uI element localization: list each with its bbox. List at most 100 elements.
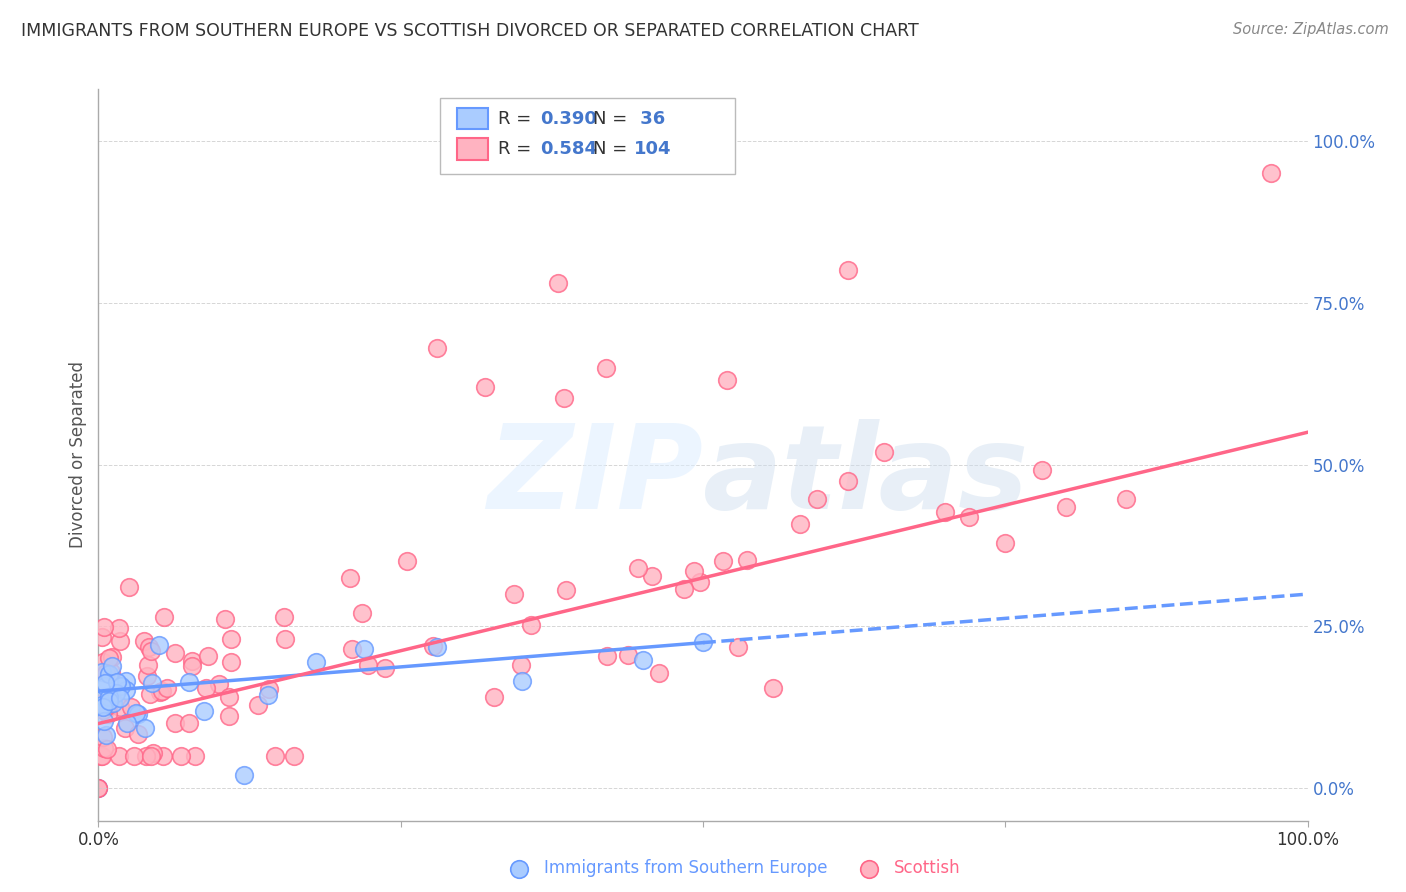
Point bbox=[596, 649, 619, 664]
Point bbox=[135, 748, 157, 763]
Text: R =: R = bbox=[498, 110, 537, 128]
Point bbox=[94, 728, 117, 742]
Point bbox=[163, 646, 186, 660]
Point bbox=[342, 642, 364, 657]
Point bbox=[180, 654, 202, 668]
Point bbox=[994, 536, 1017, 550]
Point bbox=[101, 650, 124, 665]
Point bbox=[219, 632, 242, 646]
Point bbox=[96, 699, 118, 714]
Point bbox=[273, 609, 295, 624]
Point bbox=[150, 684, 173, 698]
Point bbox=[108, 621, 131, 635]
Point bbox=[165, 716, 187, 731]
Point bbox=[110, 691, 132, 706]
Point bbox=[93, 690, 115, 705]
Point bbox=[555, 582, 578, 597]
Point bbox=[1115, 491, 1137, 506]
Point bbox=[503, 587, 526, 601]
Text: 104: 104 bbox=[634, 140, 672, 158]
Point bbox=[631, 653, 654, 667]
Text: R =: R = bbox=[498, 140, 537, 158]
Point bbox=[91, 700, 114, 714]
Point bbox=[149, 685, 172, 699]
Point bbox=[108, 700, 131, 714]
Point bbox=[1031, 463, 1053, 477]
Point bbox=[219, 655, 242, 669]
Point bbox=[110, 679, 132, 693]
Point bbox=[181, 659, 204, 673]
Point bbox=[520, 618, 543, 632]
Point bbox=[136, 658, 159, 673]
Point bbox=[208, 677, 231, 691]
Scottish bbox=[87, 781, 110, 796]
Point bbox=[91, 703, 114, 717]
Point bbox=[374, 661, 396, 675]
Point bbox=[115, 673, 138, 688]
Point bbox=[247, 698, 270, 712]
Text: ZIP: ZIP bbox=[486, 419, 703, 534]
Point bbox=[152, 610, 174, 624]
Point bbox=[100, 691, 122, 706]
Point bbox=[837, 474, 859, 488]
Point bbox=[716, 374, 738, 388]
Point bbox=[120, 699, 142, 714]
Point bbox=[93, 620, 115, 634]
Point bbox=[115, 682, 138, 697]
Point bbox=[641, 569, 664, 583]
Point bbox=[648, 666, 671, 681]
Point bbox=[94, 665, 117, 680]
Point bbox=[692, 634, 714, 648]
Point bbox=[353, 642, 375, 657]
Point bbox=[711, 554, 734, 568]
Point bbox=[97, 706, 120, 721]
Point bbox=[156, 681, 179, 695]
Point bbox=[101, 696, 124, 710]
Point bbox=[98, 666, 121, 681]
Point bbox=[141, 675, 163, 690]
Point bbox=[837, 263, 859, 277]
Point bbox=[396, 554, 419, 568]
Point bbox=[91, 730, 114, 744]
Point bbox=[115, 715, 138, 730]
Point bbox=[101, 659, 124, 673]
Point bbox=[93, 679, 115, 693]
Point bbox=[232, 768, 254, 782]
Point bbox=[139, 643, 162, 657]
Text: atlas: atlas bbox=[703, 419, 1029, 534]
Point bbox=[179, 675, 201, 690]
Point bbox=[105, 675, 128, 690]
Point bbox=[195, 681, 218, 695]
Point bbox=[218, 709, 240, 723]
Point bbox=[108, 634, 131, 648]
Point bbox=[170, 748, 193, 763]
Point bbox=[124, 706, 146, 720]
Text: N =: N = bbox=[593, 110, 633, 128]
Point bbox=[553, 391, 575, 405]
Point bbox=[735, 553, 758, 567]
Point bbox=[256, 688, 278, 702]
Point bbox=[305, 655, 328, 669]
Point bbox=[139, 687, 162, 701]
Point bbox=[873, 445, 896, 459]
Point bbox=[193, 705, 215, 719]
Point bbox=[97, 700, 120, 714]
Text: Source: ZipAtlas.com: Source: ZipAtlas.com bbox=[1233, 22, 1389, 37]
Point bbox=[91, 698, 114, 712]
Point bbox=[263, 748, 285, 763]
Point bbox=[474, 380, 496, 394]
Text: 0.390: 0.390 bbox=[540, 110, 596, 128]
Point bbox=[127, 727, 149, 741]
Point bbox=[179, 716, 201, 731]
Point bbox=[97, 651, 120, 665]
Point bbox=[127, 707, 149, 722]
Point bbox=[595, 360, 617, 375]
Y-axis label: Divorced or Separated: Divorced or Separated bbox=[69, 361, 87, 549]
Point bbox=[510, 673, 533, 688]
Point bbox=[134, 633, 156, 648]
Point bbox=[934, 505, 956, 519]
Point bbox=[547, 277, 569, 291]
Point bbox=[274, 632, 297, 646]
Point bbox=[93, 740, 115, 755]
Text: 36: 36 bbox=[634, 110, 665, 128]
